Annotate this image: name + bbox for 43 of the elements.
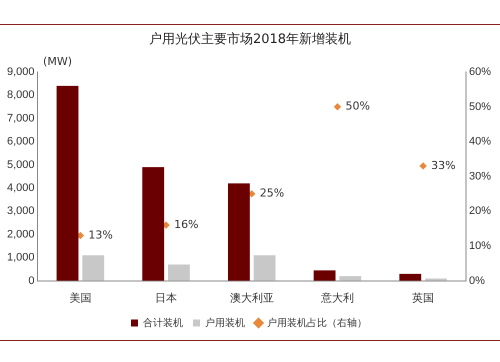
- y-axis-title: (MW): [43, 54, 72, 68]
- y2-tick-label: 40%: [468, 136, 492, 148]
- point: [420, 162, 427, 170]
- legend-label: 户用装机占比（右轴）: [267, 316, 367, 329]
- bar: [82, 255, 104, 281]
- bar: [56, 86, 78, 281]
- y-tick-label: 5,000: [6, 158, 35, 171]
- y-tick-label: 8,000: [6, 89, 35, 102]
- y2-tick-label: 60%: [468, 66, 492, 78]
- legend-label: 户用装机: [205, 316, 245, 329]
- y2-tick-label: 0%: [468, 274, 486, 287]
- chart-title: 户用光伏主要市场2018年新增装机: [148, 31, 352, 48]
- x-tick-label: 澳大利亚: [230, 291, 274, 304]
- y2-tick-label: 30%: [468, 170, 492, 182]
- y-tick-label: 9,000: [6, 66, 35, 78]
- bar: [314, 270, 336, 281]
- x-tick-label: 英国: [412, 291, 434, 304]
- bar: [399, 274, 422, 281]
- data-label: 33%: [431, 158, 456, 172]
- bar: [254, 255, 276, 281]
- y2-tick-label: 20%: [468, 205, 492, 218]
- y-tick-label: 3,000: [6, 205, 35, 218]
- data-label: 16%: [174, 218, 199, 231]
- data-label: 13%: [88, 228, 113, 242]
- y-tick-label: 6,000: [6, 136, 35, 148]
- bar: [142, 167, 164, 281]
- y2-tick-label: 10%: [468, 240, 492, 252]
- x-tick-label: 意大利: [320, 291, 354, 304]
- y-tick-label: 4,000: [6, 182, 35, 194]
- bar: [228, 183, 250, 281]
- y2-tick-label: 50%: [468, 100, 492, 113]
- bar: [168, 264, 190, 281]
- point: [334, 103, 341, 110]
- bar: [339, 276, 362, 281]
- x-tick-label: 美国: [69, 291, 92, 304]
- y-tick-label: 0: [28, 274, 35, 287]
- data-label: 25%: [260, 186, 284, 200]
- y-tick-label: 2,000: [6, 228, 35, 240]
- x-tick-label: 日本: [155, 291, 178, 304]
- legend-label: 合计装机: [143, 316, 183, 329]
- data-label: 50%: [345, 100, 370, 113]
- y-tick-label: 7,000: [6, 112, 35, 124]
- y-tick-label: 1,000: [6, 252, 35, 264]
